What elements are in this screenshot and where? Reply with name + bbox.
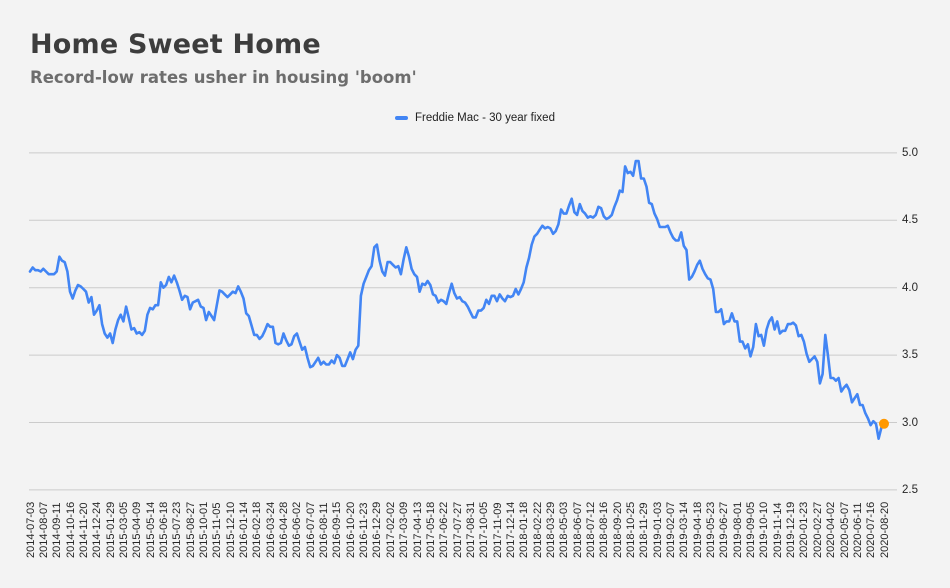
x-tick-label: 2016-02-18 bbox=[251, 501, 264, 558]
x-tick-label: 2015-05-14 bbox=[144, 501, 157, 558]
x-tick-label: 2020-01-23 bbox=[798, 501, 811, 558]
x-tick-label: 2018-05-03 bbox=[558, 501, 571, 558]
x-tick-label: 2020-06-11 bbox=[851, 502, 864, 558]
x-tick-label: 2015-06-18 bbox=[157, 501, 170, 558]
x-tick-label: 2015-08-27 bbox=[184, 501, 197, 558]
x-tick-label: 2015-10-01 bbox=[198, 501, 210, 558]
x-tick-label: 2015-03-05 bbox=[117, 501, 130, 558]
x-tick-label: 2018-11-29 bbox=[638, 502, 651, 558]
x-tick-label: 2020-08-20 bbox=[878, 501, 891, 558]
x-tick-label: 2015-01-29 bbox=[104, 501, 117, 558]
x-tick-label: 2018-10-25 bbox=[625, 501, 637, 558]
x-tick-label: 2019-09-05 bbox=[745, 501, 757, 558]
x-tick-label: 2018-01-18 bbox=[518, 501, 531, 558]
x-tick-label: 2018-02-22 bbox=[531, 501, 544, 558]
x-tick-label: 2016-11-23 bbox=[358, 502, 371, 558]
page-title: Home Sweet Home bbox=[30, 29, 321, 60]
x-tick-label: 2017-06-22 bbox=[438, 501, 451, 558]
x-tick-label: 2016-01-14 bbox=[238, 501, 250, 558]
x-tick-label: 2018-09-20 bbox=[611, 501, 624, 558]
x-tick-label: 2017-08-31 bbox=[464, 501, 477, 558]
x-tick-label: 2019-02-07 bbox=[665, 501, 677, 558]
x-tick-label: 2015-12-10 bbox=[224, 501, 237, 558]
x-tick-label: 2014-08-07 bbox=[37, 501, 50, 558]
x-tick-label: 2014-09-11 bbox=[51, 502, 64, 558]
legend-label: Freddie Mac - 30 year fixed bbox=[415, 112, 555, 124]
x-tick-label: 2017-12-14 bbox=[504, 501, 517, 558]
end-point-dot bbox=[879, 418, 889, 429]
x-tick-label: 2019-10-10 bbox=[758, 501, 771, 558]
x-tick-label: 2016-10-20 bbox=[344, 501, 357, 558]
x-tick-label: 2016-03-24 bbox=[264, 501, 277, 558]
x-tick-label: 2019-05-23 bbox=[705, 501, 717, 558]
x-tick-label: 2020-04-02 bbox=[825, 501, 838, 558]
x-tick-label: 2016-06-02 bbox=[291, 501, 304, 558]
x-tick-label: 2016-08-11 bbox=[318, 502, 331, 558]
y-tick-label: 5.0 bbox=[902, 147, 918, 159]
x-tick-label: 2016-04-28 bbox=[278, 501, 290, 558]
x-tick-label: 2014-10-16 bbox=[64, 501, 77, 558]
x-tick-label: 2017-02-02 bbox=[384, 501, 397, 558]
x-tick-label: 2019-04-18 bbox=[691, 501, 704, 558]
x-tick-label: 2018-08-16 bbox=[598, 501, 611, 558]
x-tick-label: 2020-05-07 bbox=[838, 501, 851, 558]
x-tick-label: 2017-11-09 bbox=[491, 502, 504, 558]
x-tick-label: 2017-05-18 bbox=[424, 501, 437, 558]
y-tick-label: 3.5 bbox=[902, 349, 918, 361]
y-tick-label: 4.5 bbox=[902, 214, 918, 226]
x-tick-label: 2018-03-29 bbox=[544, 501, 557, 558]
x-tick-label: 2019-06-27 bbox=[718, 501, 731, 558]
x-tick-label: 2017-04-13 bbox=[411, 501, 424, 558]
x-tick-label: 2016-12-29 bbox=[371, 501, 384, 558]
y-tick-label: 2.5 bbox=[902, 484, 918, 496]
x-tick-label: 2017-07-27 bbox=[451, 501, 464, 558]
legend: Freddie Mac - 30 year fixed bbox=[0, 111, 950, 125]
x-tick-label: 2019-01-03 bbox=[651, 501, 664, 558]
x-tick-label: 2019-12-19 bbox=[785, 501, 798, 558]
x-tick-label: 2020-02-27 bbox=[811, 501, 824, 558]
x-tick-label: 2018-07-12 bbox=[584, 501, 597, 558]
rate-line bbox=[28, 159, 886, 441]
y-tick-label: 3.0 bbox=[902, 417, 918, 429]
x-tick-label: 2016-07-07 bbox=[304, 501, 317, 558]
x-tick-label: 2015-11-05 bbox=[211, 502, 224, 558]
x-tick-label: 2018-06-07 bbox=[571, 501, 584, 558]
y-tick-label: 4.0 bbox=[902, 282, 918, 294]
x-tick-label: 2014-12-24 bbox=[91, 501, 104, 558]
x-tick-label: 2017-03-09 bbox=[398, 501, 411, 558]
x-tick-label: 2016-09-15 bbox=[331, 501, 344, 558]
x-tick-label: 2020-07-16 bbox=[865, 501, 878, 558]
x-tick-label: 2014-11-20 bbox=[77, 502, 90, 558]
x-tick-label: 2019-03-14 bbox=[678, 501, 691, 558]
x-tick-label: 2017-10-05 bbox=[478, 501, 491, 558]
x-tick-label: 2015-07-23 bbox=[171, 501, 184, 558]
x-tick-label: 2014-07-03 bbox=[24, 501, 37, 558]
chart-subtitle: Record-low rates usher in housing 'boom' bbox=[30, 68, 417, 87]
legend-line-marker-icon bbox=[395, 116, 408, 120]
x-tick-label: 2019-08-01 bbox=[731, 501, 744, 558]
x-tick-label: 2019-11-14 bbox=[771, 502, 784, 558]
x-tick-label: 2015-04-09 bbox=[131, 501, 144, 558]
